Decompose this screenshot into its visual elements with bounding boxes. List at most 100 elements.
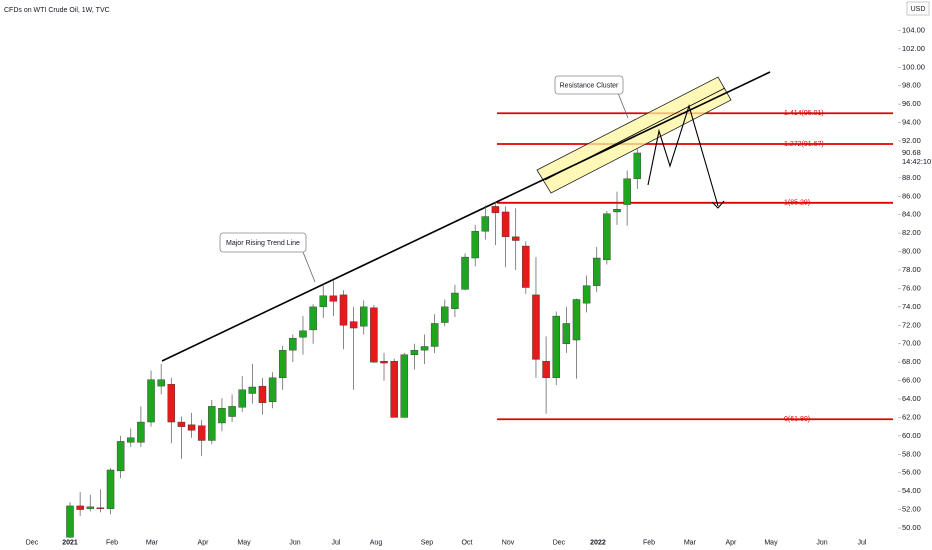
candle-body — [633, 152, 642, 179]
x-tick-label: 2022 — [590, 539, 606, 546]
y-tick-label: 92.00 — [902, 136, 921, 145]
x-tick-label: Feb — [106, 539, 118, 546]
callout-box — [219, 232, 307, 253]
candle-body — [238, 389, 246, 408]
y-tick-label: 66.00 — [902, 376, 921, 385]
candle-body — [623, 178, 631, 205]
candle-body — [542, 361, 550, 379]
x-tick-label: Dec — [553, 539, 566, 546]
x-tick-label: Mar — [146, 539, 159, 546]
candle-body — [441, 306, 449, 323]
y-tick-label: 100.00 — [902, 62, 925, 71]
candle-body — [157, 379, 165, 387]
candle-body — [96, 507, 105, 509]
y-tick-label: 84.00 — [902, 210, 921, 219]
projection-arrow — [711, 200, 725, 209]
candle-body — [522, 245, 530, 288]
candle-body — [339, 294, 348, 326]
y-tick-label: 74.00 — [902, 302, 921, 311]
y-tick-label: 58.00 — [902, 449, 921, 458]
candle-body — [258, 385, 267, 403]
candle-body — [481, 216, 490, 232]
candle-body — [461, 256, 469, 290]
candle-body — [278, 349, 287, 379]
candle-body — [603, 213, 611, 261]
candle-body — [329, 295, 338, 302]
candle-body — [116, 441, 125, 472]
candle-body — [268, 377, 277, 402]
x-tick-label: Apr — [726, 539, 738, 546]
candle-body — [177, 421, 186, 427]
y-tick-label: 50.00 — [902, 523, 921, 532]
candle-body — [299, 330, 307, 338]
y-tick-label: 82.00 — [902, 228, 921, 237]
y-tick-label: 52.00 — [902, 505, 921, 514]
y-tick-label: 104.00 — [902, 25, 925, 34]
x-tick-label: May — [237, 539, 251, 546]
candle-body — [106, 469, 115, 509]
y-tick-label: 78.00 — [902, 265, 921, 274]
x-tick-label: Jul — [857, 539, 866, 546]
zone-midline — [544, 87, 726, 181]
candle-body — [592, 257, 601, 286]
candle-body — [309, 306, 317, 331]
candle-body — [127, 437, 135, 443]
x-tick-label: 2021 — [62, 539, 78, 546]
candle-body — [572, 299, 581, 341]
candle-body — [218, 408, 226, 424]
callout-text: Resistance Cluster — [560, 82, 619, 89]
candle-body — [370, 307, 378, 363]
candle-body — [208, 406, 216, 441]
candle-body — [248, 386, 257, 394]
x-tick-label: Apr — [198, 539, 210, 546]
y-tick-label: 56.00 — [902, 468, 921, 477]
y-tick-label: 94.00 — [902, 118, 921, 127]
candle-body — [228, 406, 236, 417]
candle-body — [349, 321, 358, 329]
currency-box — [906, 1, 930, 16]
x-tick-label: Jun — [289, 539, 300, 546]
y-tick-label: 102.00 — [902, 44, 925, 53]
callout-text: Major Rising Trend Line — [226, 240, 300, 247]
x-tick-label: Feb — [643, 539, 655, 546]
candle-body — [147, 379, 155, 423]
fib-levels: 1.414(95.01) 1.272(91.67) 1(85.29) 0(61.80) — [497, 110, 893, 423]
trend-line — [161, 71, 771, 362]
candle-body — [410, 349, 419, 355]
callout-box — [554, 75, 624, 95]
candle-body — [319, 295, 327, 308]
candle-body — [390, 361, 398, 418]
candle-body — [400, 354, 409, 418]
candle-body — [491, 206, 500, 214]
y-tick-label: 98.00 — [902, 81, 921, 90]
x-tick-label: Mar — [684, 539, 697, 546]
y-tick-label: 68.00 — [902, 357, 921, 366]
candle-body — [451, 292, 459, 309]
candle-body — [197, 425, 206, 441]
y-tick-label: 88.00 — [902, 173, 921, 182]
fib-label: 1.414(95.01) — [784, 110, 824, 117]
y-tick-label: 96.00 — [902, 99, 921, 108]
x-tick-label: Oct — [462, 539, 473, 546]
fib-label: 0(61.80) — [784, 416, 810, 423]
fib-label: 1.272(91.67) — [784, 141, 824, 148]
x-tick-label: Jun — [816, 539, 827, 546]
candle-body — [420, 346, 429, 351]
candle-body — [582, 285, 591, 304]
candle-body — [501, 211, 510, 238]
countdown: 14:42:10 — [902, 157, 931, 166]
candle-body — [66, 505, 74, 538]
candle-body — [511, 236, 520, 241]
candles — [66, 148, 642, 539]
y-tick-label: 54.00 — [902, 486, 921, 495]
candle-body — [187, 424, 196, 431]
x-tick-label: Aug — [370, 539, 383, 546]
chart-title: CFDs on WTI Crude Oil, 1W, TVC — [4, 7, 110, 14]
candle-body — [360, 306, 368, 327]
candle-body — [137, 421, 145, 443]
y-tick-label: 76.00 — [902, 283, 921, 292]
candle-body — [613, 208, 621, 213]
fib-label: 1(85.29) — [784, 200, 810, 207]
y-tick-label: 70.00 — [902, 339, 921, 348]
